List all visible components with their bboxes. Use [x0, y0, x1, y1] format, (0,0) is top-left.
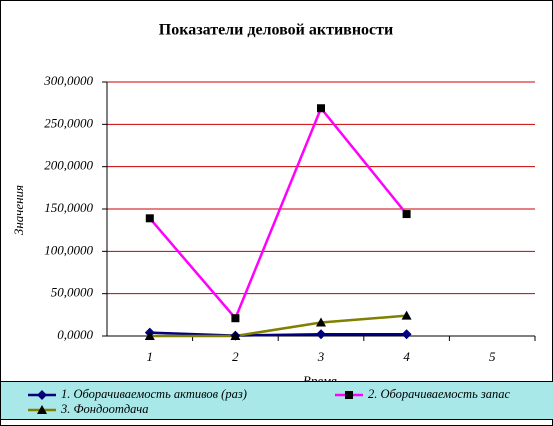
marker	[145, 214, 154, 223]
marker	[231, 314, 240, 323]
marker	[316, 317, 326, 327]
marker	[317, 104, 325, 113]
legend: 1. Оборачиваемость активов (раз) 2. Обора…	[0, 381, 553, 420]
marker	[37, 390, 47, 400]
y-tick-label: 300,0000	[43, 73, 93, 88]
series-line	[149, 331, 407, 337]
x-tick-label: 3	[317, 349, 325, 364]
marker	[230, 331, 241, 340]
marker	[316, 329, 326, 340]
x-tick-label: 4	[403, 349, 410, 364]
series-line	[148, 105, 408, 321]
legend-box	[0, 381, 553, 420]
series-line	[149, 314, 407, 338]
x-tick-label: 5	[489, 349, 496, 364]
legend-label: 1. Оборачиваемость активов (раз)	[61, 387, 247, 401]
y-tick-label: 250,0000	[44, 115, 93, 130]
legend-label: 3. Фондоотдача	[60, 402, 148, 416]
marker	[345, 391, 353, 399]
chart-title: Показатели деловой активности	[159, 22, 393, 39]
y-tick-label: 100,0000	[44, 242, 93, 257]
legend-label: 2. Оборачиваемость запас	[368, 387, 511, 401]
marker	[401, 310, 412, 320]
marker	[144, 331, 155, 340]
marker	[402, 210, 411, 219]
marker	[37, 405, 47, 414]
x-tick-label: 2	[232, 349, 239, 364]
x-tick-label: 1	[147, 349, 154, 364]
y-tick-label: 150,0000	[44, 200, 93, 215]
y-axis-label: Значения	[11, 185, 26, 235]
y-tick-label: 0,0000	[57, 327, 93, 342]
y-tick-label: 50,0000	[51, 285, 94, 300]
y-tick-label: 200,0000	[44, 158, 93, 173]
marker	[401, 329, 412, 340]
